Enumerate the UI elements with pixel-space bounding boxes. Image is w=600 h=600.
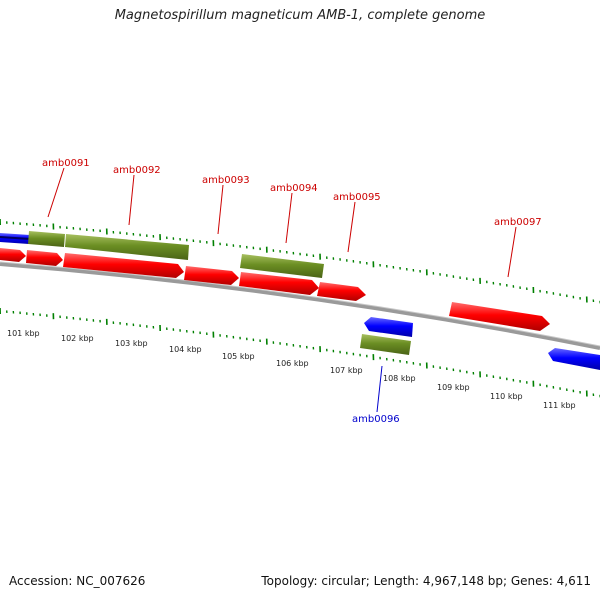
gene-label-amb0094: amb0094 <box>270 183 318 194</box>
forward-cds-arrows <box>0 248 550 331</box>
gene-label-amb0097: amb0097 <box>494 217 542 228</box>
scale-label: 108 kbp <box>383 374 416 383</box>
gene-label-amb0095: amb0095 <box>333 192 381 203</box>
scale-label: 106 kbp <box>276 359 309 368</box>
gene-label-amb0096: amb0096 <box>352 414 400 425</box>
scale-label: 104 kbp <box>169 345 202 354</box>
scale-label: 111 kbp <box>543 401 576 410</box>
scale-label: 102 kbp <box>61 334 94 343</box>
gene-label-amb0092: amb0092 <box>113 165 161 176</box>
reverse-label-leader <box>376 365 383 413</box>
outer-tick-ring <box>0 218 600 304</box>
reverse-cds-strip-left <box>0 233 31 244</box>
forward-label-leaders <box>47 167 517 278</box>
gene-bar-lower <box>360 334 411 355</box>
scale-label: 101 kbp <box>7 329 40 338</box>
gene-label-amb0093: amb0093 <box>202 175 250 186</box>
gene-label-amb0091: amb0091 <box>42 158 90 169</box>
scale-label: 107 kbp <box>330 366 363 375</box>
reverse-cds-arrows <box>364 317 600 370</box>
map-title: Magnetospirillum magneticum AMB-1, compl… <box>114 8 486 23</box>
forward-gene-labels: amb0091 amb0092 amb0093 amb0094 amb0095 … <box>42 158 542 228</box>
scale-label: 109 kbp <box>437 383 470 392</box>
gene-bars-upper <box>28 231 324 278</box>
scale-label: 103 kbp <box>115 339 148 348</box>
scale-label: 110 kbp <box>490 392 523 401</box>
genome-backbone <box>0 262 600 350</box>
inner-tick-ring <box>0 307 600 398</box>
scale-labels: 101 kbp 102 kbp 103 kbp 104 kbp 105 kbp 106 k… <box>7 329 576 410</box>
genome-summary-text: Topology: circular; Length: 4,967,148 bp… <box>261 574 591 588</box>
scale-label: 105 kbp <box>222 352 255 361</box>
accession-text: Accession: NC_007626 <box>9 574 146 588</box>
